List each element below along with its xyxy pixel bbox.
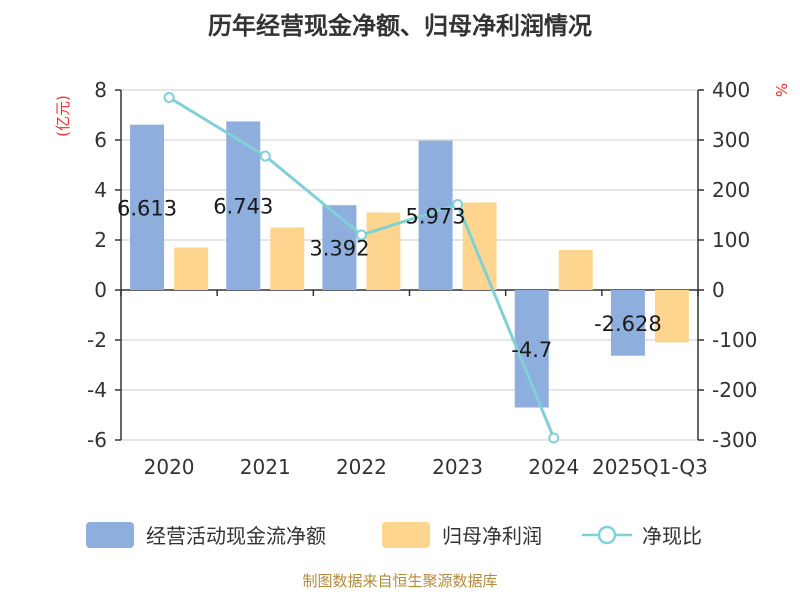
- ratio-point: [355, 229, 367, 241]
- x-tick-label: 2020: [144, 455, 195, 479]
- bar-cashflow: [322, 205, 357, 290]
- right-tick-label: 200: [712, 178, 750, 202]
- right-tick-label: 400: [712, 78, 750, 102]
- legend-label-ratio: 净现比: [642, 524, 702, 548]
- legend-label-cashflow: 经营活动现金流净额: [146, 524, 326, 548]
- grid-lines: [121, 89, 698, 441]
- data-labels: 6.613 6.743 3.392 5.973 -4.7 -2.628: [117, 195, 662, 362]
- bar-profit: [558, 250, 593, 290]
- right-tick-label: 0: [712, 278, 725, 302]
- chart-title: 历年经营现金净额、归母净利润情况: [208, 12, 592, 40]
- left-tick-label: 6: [94, 128, 107, 152]
- data-label-cashflow: -2.628: [594, 312, 662, 336]
- right-tick-label: 100: [712, 228, 750, 252]
- x-tick-label: 2023: [432, 455, 483, 479]
- ratio-point: [163, 92, 175, 103]
- right-axis-unit: %: [772, 83, 790, 97]
- right-tick-label: -300: [712, 428, 757, 452]
- left-axis-unit: (亿元): [54, 95, 72, 137]
- legend-label-profit: 归母净利润: [442, 524, 542, 548]
- bar-cashflow: [610, 290, 645, 356]
- ratio-point: [259, 150, 271, 162]
- x-tick-label: 2021: [240, 455, 291, 479]
- left-tick-label: 8: [94, 78, 107, 102]
- data-label-cashflow: 6.613: [117, 196, 177, 220]
- legend-swatch-profit: [382, 522, 430, 548]
- legend-marker-ratio: [597, 525, 617, 545]
- data-label-cashflow: 3.392: [309, 237, 369, 261]
- left-tick-label: -6: [87, 428, 107, 452]
- bar-profit: [654, 290, 689, 343]
- x-tick-label: 2022: [336, 455, 387, 479]
- data-label-cashflow: -4.7: [511, 338, 552, 362]
- bars: [130, 121, 689, 408]
- source-note: 制图数据来自恒生聚源数据库: [302, 572, 497, 590]
- data-label-cashflow: 5.973: [406, 204, 466, 228]
- ratio-line: [163, 92, 560, 444]
- right-tick-label: -200: [712, 378, 757, 402]
- x-tick-label: 2025Q1-Q3: [592, 455, 708, 479]
- legend: 经营活动现金流净额 归母净利润 净现比: [86, 522, 702, 548]
- ratio-point: [548, 432, 560, 444]
- bar-profit: [462, 202, 497, 290]
- left-tick-label: 4: [94, 178, 107, 202]
- ratio-point: [452, 199, 464, 210]
- bar-profit: [174, 247, 209, 290]
- data-label-cashflow: 6.743: [213, 195, 273, 219]
- legend-swatch-cashflow: [86, 522, 134, 548]
- left-tick-label: -2: [87, 328, 107, 352]
- x-tick-label: 2024: [528, 455, 579, 479]
- right-tick-label: -100: [712, 328, 757, 352]
- bar-profit: [270, 227, 305, 290]
- axes: [115, 89, 704, 441]
- tick-labels: 8 6 4 2 0 -2 -4 -6 400 300 200 100 0 -100 -200 -300 2020…: [87, 78, 757, 479]
- left-tick-label: 0: [94, 278, 107, 302]
- bar-cashflow: [130, 124, 165, 290]
- left-tick-label: 2: [94, 228, 107, 252]
- left-tick-label: -4: [87, 378, 107, 402]
- right-tick-label: 300: [712, 128, 750, 152]
